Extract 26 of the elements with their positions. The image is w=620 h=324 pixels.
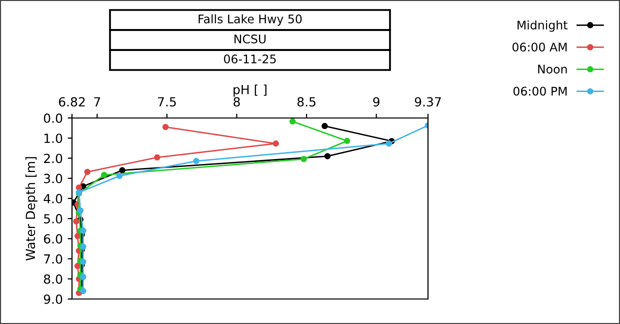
y-tick-label: 5.0 (44, 214, 62, 224)
legend-label: 06:00 AM (512, 42, 567, 52)
x-tick-label: 8 (234, 97, 240, 107)
y-tick-label: 8.0 (44, 274, 62, 284)
legend-label: 06:00 PM (513, 86, 567, 96)
x-tick-label: 9 (373, 97, 380, 107)
chart-subtitle: NCSU (234, 34, 266, 44)
y-tick-label: 4.0 (44, 194, 62, 204)
y-tick-label: 6.0 (44, 234, 62, 244)
y-tick-label: 7.0 (44, 254, 62, 264)
y-tick-label: 2.0 (44, 154, 62, 164)
x-tick-label: 6.82 (58, 97, 85, 107)
y-axis-title: Water Depth [m] (25, 157, 38, 261)
y-tick-label: 0.0 (44, 113, 62, 123)
chart-title: Falls Lake Hwy 50 (198, 14, 302, 26)
legend-label: Midnight (518, 20, 568, 32)
y-tick-label: 1.0 (44, 134, 62, 144)
x-tick-label: 7 (94, 97, 100, 106)
y-tick-label: 3.0 (44, 174, 62, 184)
x-tick-label: 7.5 (158, 97, 176, 107)
text: 06-11-25 (224, 54, 276, 64)
x-axis-title: pH [ ] (234, 84, 266, 97)
x-tick-label: 9.37 (414, 97, 441, 107)
y-tick-label: 9.0 (44, 294, 62, 304)
x-tick-label: 8.5 (297, 97, 316, 107)
legend-label: Noon (538, 64, 567, 74)
